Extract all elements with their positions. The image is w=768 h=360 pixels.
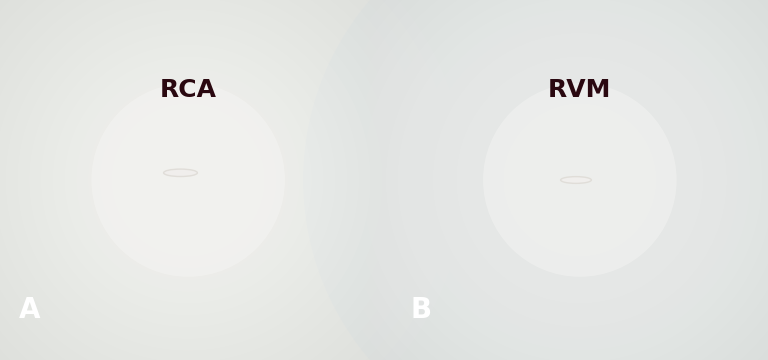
Text: RVM: RVM	[548, 78, 611, 102]
Ellipse shape	[0, 0, 441, 360]
Ellipse shape	[515, 115, 645, 245]
Ellipse shape	[0, 0, 453, 360]
Ellipse shape	[18, 9, 359, 351]
Ellipse shape	[53, 45, 323, 315]
Ellipse shape	[111, 103, 265, 257]
Ellipse shape	[468, 68, 692, 292]
Ellipse shape	[445, 45, 715, 315]
Ellipse shape	[65, 56, 312, 304]
Ellipse shape	[164, 169, 197, 176]
Ellipse shape	[88, 80, 289, 280]
Ellipse shape	[135, 127, 241, 233]
Ellipse shape	[0, 0, 488, 360]
Ellipse shape	[299, 0, 768, 360]
Ellipse shape	[0, 0, 418, 360]
Ellipse shape	[503, 103, 657, 257]
Ellipse shape	[0, 0, 429, 360]
Ellipse shape	[0, 0, 394, 360]
Ellipse shape	[339, 0, 768, 360]
Ellipse shape	[303, 0, 768, 360]
Ellipse shape	[0, 0, 469, 360]
Ellipse shape	[374, 0, 768, 360]
Ellipse shape	[100, 91, 276, 269]
Ellipse shape	[456, 56, 703, 304]
Ellipse shape	[527, 127, 633, 233]
Ellipse shape	[409, 9, 750, 351]
Ellipse shape	[76, 68, 300, 292]
Ellipse shape	[303, 0, 768, 360]
Ellipse shape	[479, 80, 680, 280]
Ellipse shape	[91, 83, 285, 277]
Ellipse shape	[0, 0, 406, 360]
Ellipse shape	[327, 0, 768, 360]
Ellipse shape	[397, 0, 763, 360]
Ellipse shape	[29, 21, 347, 339]
Text: A: A	[19, 296, 41, 324]
Ellipse shape	[492, 91, 668, 269]
Ellipse shape	[0, 0, 465, 360]
Ellipse shape	[0, 0, 478, 360]
Ellipse shape	[5, 0, 371, 360]
Ellipse shape	[41, 33, 336, 327]
Text: RCA: RCA	[160, 78, 217, 102]
Ellipse shape	[315, 0, 768, 360]
Ellipse shape	[0, 0, 382, 360]
Ellipse shape	[421, 21, 739, 339]
Ellipse shape	[432, 33, 727, 327]
Ellipse shape	[362, 0, 768, 360]
Ellipse shape	[350, 0, 768, 360]
Ellipse shape	[123, 115, 253, 245]
Ellipse shape	[561, 177, 591, 183]
Text: B: B	[411, 296, 432, 324]
Ellipse shape	[386, 0, 768, 360]
Ellipse shape	[483, 83, 677, 277]
Ellipse shape	[280, 0, 768, 360]
Ellipse shape	[290, 0, 768, 360]
Ellipse shape	[0, 0, 465, 360]
